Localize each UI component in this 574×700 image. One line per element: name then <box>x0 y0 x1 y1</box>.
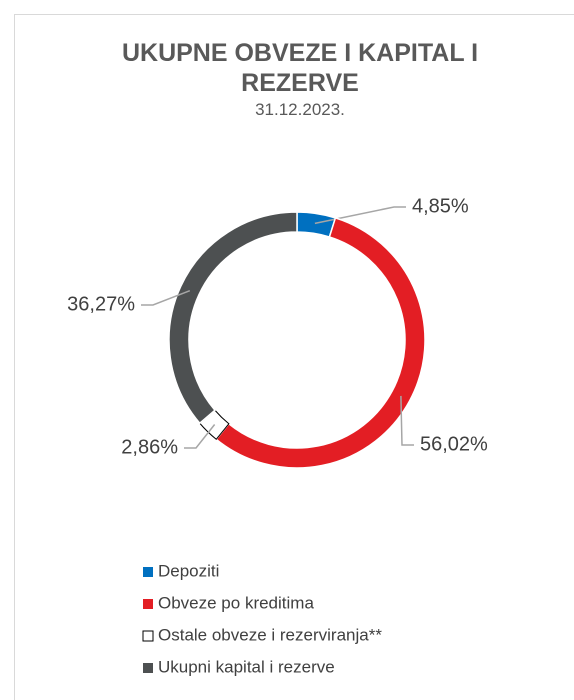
leader-line <box>141 289 191 306</box>
legend-label: Ostale obveze i rezerviranja** <box>158 625 382 644</box>
legend-swatch <box>143 567 153 577</box>
data-label: 56,02% <box>420 433 488 455</box>
legend-swatch <box>143 599 153 609</box>
donut-slice <box>215 216 426 469</box>
leader-line <box>184 424 216 449</box>
data-label: 2,86% <box>121 436 178 458</box>
chart-subtitle: 31.12.2023. <box>255 100 345 119</box>
donut-slice <box>296 211 337 238</box>
legend-label: Obveze po kreditima <box>158 593 314 612</box>
legend-swatch <box>142 630 154 642</box>
legend-label: Ukupni kapital i rezerve <box>158 657 335 676</box>
donut-slice <box>168 211 298 425</box>
data-label: 4,85% <box>412 195 469 217</box>
data-label: 36,27% <box>67 293 135 315</box>
legend-label: Depoziti <box>158 561 219 580</box>
chart-frame <box>14 14 574 700</box>
leader-line <box>400 395 414 446</box>
chart-title: UKUPNE OBVEZE I KAPITAL I REZERVE <box>121 39 479 97</box>
leader-line <box>314 206 406 225</box>
legend-swatch <box>143 663 153 673</box>
